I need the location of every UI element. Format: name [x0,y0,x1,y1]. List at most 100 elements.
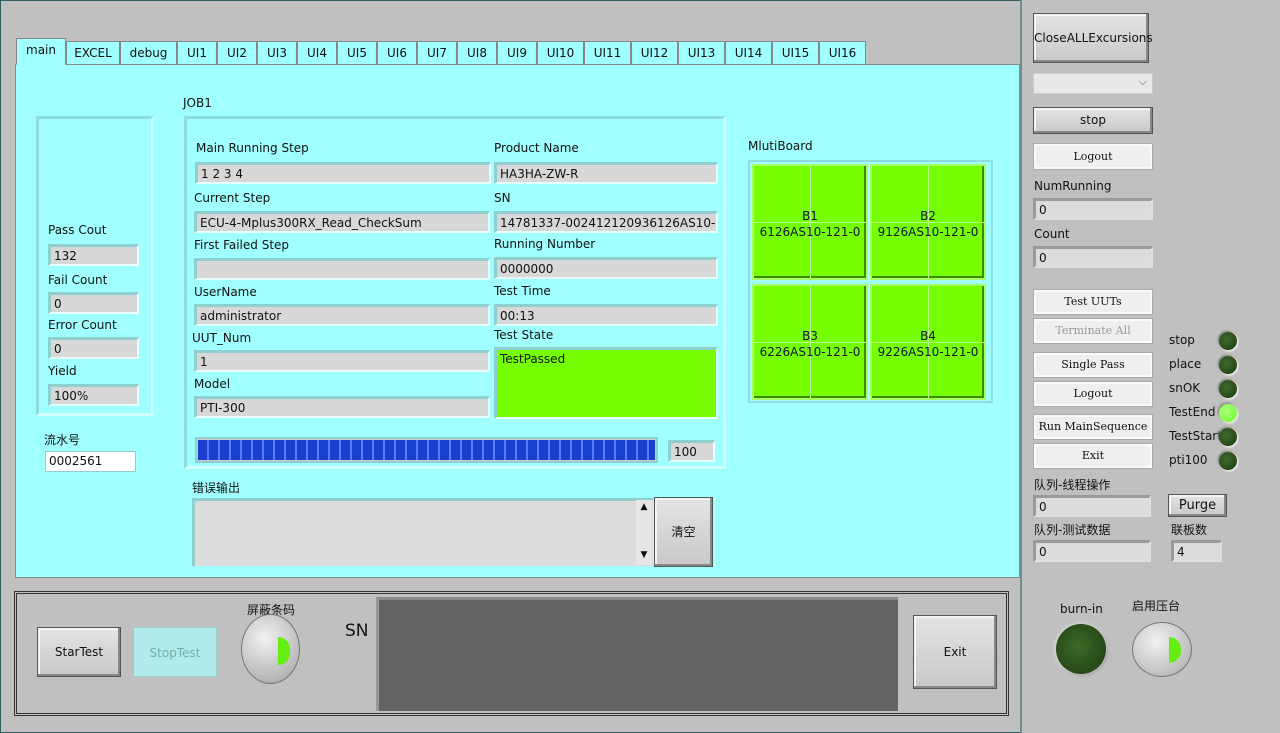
test-uuts-button[interactable]: Test UUTs [1033,289,1153,315]
running-number-label: Running Number [494,237,596,251]
tab-ui11[interactable]: UI11 [584,41,631,65]
cell-gridline [754,222,866,223]
serial-label: 流水号 [44,433,81,447]
sn-scan-display[interactable] [376,597,898,711]
product-name-label: Product Name [494,141,579,155]
tab-ui10[interactable]: UI10 [537,41,584,65]
press-enable-toggle[interactable] [1132,622,1192,677]
board-sn: 9126AS10-121-0 [877,225,979,239]
current-step-field: ECU-4-Mplus300RX_Read_CheckSum [194,211,490,233]
product-name-field: HA3HA-ZW-R [494,162,718,184]
press-enable-label: 启用压台 [1132,599,1181,613]
multiboard-grid [748,160,993,403]
multiboard-title: MlutiBoard [748,139,813,153]
board-cell-b3: B3 6226AS10-121-0 [752,284,868,400]
tab-ui3[interactable]: UI3 [257,41,297,65]
current-step-label: Current Step [194,191,271,205]
error-output-textarea[interactable] [192,498,653,566]
board-name: B3 [802,329,818,343]
first-failed-field [194,258,490,280]
tab-debug[interactable]: debug [120,41,177,65]
error-output-label: 错误输出 [192,481,241,495]
purge-button[interactable]: Purge [1168,494,1227,517]
board-cell-b2: B2 9126AS10-121-0 [870,164,986,280]
run-main-sequence-button[interactable]: Run MainSequence [1033,414,1153,440]
first-failed-label: First Failed Step [194,238,290,252]
tab-ui4[interactable]: UI4 [297,41,337,65]
logout-button[interactable]: Logout [1033,381,1153,407]
error-output-scrollbar[interactable]: ▲ ▼ [636,500,652,565]
board-count-field: 4 [1171,540,1222,562]
led-label-pti100: pti100 [1169,453,1208,467]
pass-count-label: Pass Cout [48,223,107,237]
tab-ui8[interactable]: UI8 [457,41,497,65]
tab-ui12[interactable]: UI12 [631,41,678,65]
led-testend-indicator [1219,404,1237,422]
progress-value: 100 [668,440,715,462]
stats-group [36,116,154,416]
sn-label: SN [494,191,511,205]
fail-count-field: 0 [48,292,139,314]
tab-ui13[interactable]: UI13 [678,41,725,65]
serial-field[interactable]: 0002561 [45,451,136,472]
tab-ui16[interactable]: UI16 [819,41,866,65]
led-teststart-indicator [1219,428,1237,446]
tab-ui5[interactable]: UI5 [337,41,377,65]
cell-gridline [754,342,866,343]
scroll-up-icon[interactable]: ▲ [640,502,648,512]
main-step-field: 1 2 3 4 [195,162,491,184]
sn-scan-label: SN [345,621,369,641]
board-count-label: 联板数 [1171,523,1208,537]
ring-dropdown[interactable]: ⌵ [1033,73,1153,94]
single-pass-button[interactable]: Single Pass [1033,352,1153,378]
tab-excel[interactable]: EXCEL [66,41,120,65]
scroll-down-icon[interactable]: ▼ [640,550,648,560]
stop-test-button[interactable]: StopTest [133,627,217,677]
tab-ui9[interactable]: UI9 [497,41,537,65]
led-snok-indicator [1219,380,1237,398]
terminate-all-button[interactable]: Terminate All [1033,318,1153,344]
test-state-field: TestPassed [494,347,718,419]
board-cell-b4: B4 9226AS10-121-0 [870,284,986,400]
tab-main[interactable]: main [16,38,66,65]
tab-ui6[interactable]: UI6 [377,41,417,65]
sn-field: 14781337-002412120936126AS10- [494,211,718,233]
error-count-label: Error Count [48,318,117,332]
cell-gridline [872,342,984,343]
num-running-label: NumRunning [1034,179,1112,193]
tab-ui1[interactable]: UI1 [177,41,217,65]
led-place-indicator [1219,356,1237,374]
error-count-field: 0 [48,337,139,359]
exit-button-right[interactable]: Exit [1033,443,1153,469]
queue-data-label: 队列-测试数据 [1034,523,1111,537]
right-panel-divider [1020,0,1022,733]
clear-button[interactable]: 清空 [654,497,713,567]
model-field: PTI-300 [194,396,490,418]
board-name: B2 [920,209,936,223]
count-field: 0 [1033,246,1153,268]
close-all-excursions-button[interactable]: CloseALLExcursions [1033,13,1153,63]
logout-button-top[interactable]: Logout [1033,143,1153,170]
num-running-field: 0 [1033,198,1153,220]
start-test-button[interactable]: StarTest [37,627,121,677]
username-label: UserName [194,285,257,299]
mask-barcode-toggle[interactable] [241,614,300,684]
test-time-label: Test Time [494,284,551,298]
queue-thread-label: 队列-线程操作 [1034,478,1111,492]
yield-field: 100% [48,384,139,406]
tab-ui15[interactable]: UI15 [772,41,819,65]
test-time-field: 00:13 [494,304,718,326]
stop-button[interactable]: stop [1033,107,1153,134]
tab-ui2[interactable]: UI2 [217,41,257,65]
led-pti100-indicator [1219,452,1237,470]
exit-button[interactable]: Exit [913,615,997,689]
tab-ui14[interactable]: UI14 [725,41,772,65]
queue-data-field: 0 [1033,540,1151,562]
led-label-teststart: TestStart [1169,429,1222,443]
led-stop-indicator [1219,332,1237,350]
tab-ui7[interactable]: UI7 [417,41,457,65]
toggle-indicator [278,637,290,665]
led-label-snok: snOK [1169,381,1201,395]
toggle-indicator [1169,637,1181,663]
board-sn: 6126AS10-121-0 [759,225,861,239]
